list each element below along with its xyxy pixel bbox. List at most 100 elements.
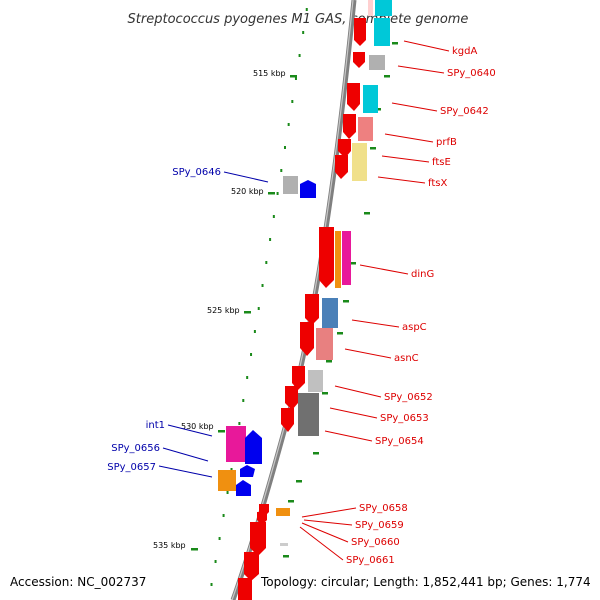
gene-label-spy0653: SPy_0653 [380, 413, 429, 424]
gene-features-left [218, 176, 316, 496]
gene-feature [369, 55, 385, 70]
tick-label-525: 525 kbp [207, 306, 240, 315]
gene-feature [375, 0, 392, 16]
gene-feature [218, 470, 236, 491]
scale-dot [269, 238, 272, 241]
strand-tick [288, 500, 294, 503]
accession-text: Accession: NC_002737 [10, 575, 146, 589]
scale-tick [191, 548, 198, 551]
gene-feature [250, 522, 266, 556]
gene-feature [305, 294, 319, 325]
leader-line [391, 102, 438, 112]
gene-feature [347, 83, 360, 111]
scale-tick [268, 192, 275, 195]
scale-dot [261, 284, 264, 287]
scale-dot [265, 261, 268, 264]
leader-line [301, 522, 349, 543]
gene-feature [236, 480, 251, 496]
scale-dot [222, 514, 225, 517]
gene-feature [338, 139, 351, 158]
scale-dot [283, 146, 286, 149]
scale-dot [246, 376, 249, 379]
gene-feature [363, 85, 378, 113]
leader-line [162, 447, 209, 462]
label-leader-lines [158, 40, 450, 561]
gene-feature [322, 298, 338, 328]
leader-line [381, 155, 430, 163]
gene-label-spy0652: SPy_0652 [384, 392, 433, 403]
strand-tick [313, 452, 319, 455]
leader-line [344, 348, 392, 359]
gene-feature [374, 18, 390, 46]
gene-feature [335, 231, 341, 288]
gene-label-spy0657: SPy_0657 [107, 462, 156, 473]
scale-dot [276, 192, 279, 195]
tick-label-520: 520 kbp [231, 187, 264, 196]
scale-dot [242, 399, 245, 402]
gene-feature [244, 552, 259, 581]
scale-dot [298, 54, 301, 57]
gene-features-right [238, 0, 392, 600]
scale-dot [226, 491, 229, 494]
gene-feature [319, 227, 334, 288]
strand-tick [392, 42, 398, 45]
scale-dots [210, 8, 308, 586]
leader-line [351, 319, 400, 328]
gene-feature [342, 231, 351, 285]
gene-label-aspc: aspC [402, 322, 427, 333]
gene-feature [257, 512, 267, 525]
leader-line [301, 507, 357, 518]
gene-feature [300, 180, 316, 198]
scale-dot [280, 169, 283, 172]
gene-feature [276, 508, 290, 516]
leader-line [299, 526, 344, 561]
leader-line [334, 385, 382, 398]
gene-feature [283, 176, 298, 194]
gene-feature [240, 465, 255, 477]
strand-tick [337, 332, 343, 335]
gene-label-spy0661: SPy_0661 [346, 555, 395, 566]
strand-tick [296, 480, 302, 483]
gene-label-spy0656: SPy_0656 [111, 443, 160, 454]
gene-feature [238, 578, 252, 600]
scale-dot [230, 468, 233, 471]
scale-dot [291, 100, 294, 103]
leader-line [384, 133, 434, 143]
scale-tick [290, 75, 297, 78]
gene-feature [368, 0, 373, 16]
gene-feature [352, 143, 367, 181]
leader-line [329, 407, 378, 419]
gene-feature [280, 543, 288, 546]
gene-label-ftse: ftsE [432, 157, 451, 168]
scale-dot [253, 330, 256, 333]
gene-label-ding: dinG [411, 269, 434, 280]
scale-dot [250, 353, 253, 356]
gene-label-ftsx: ftsX [428, 178, 447, 189]
gene-feature [316, 328, 333, 360]
strand-tick [364, 212, 370, 215]
leader-line [377, 176, 426, 184]
gene-feature [335, 155, 348, 179]
gene-label-spy0660: SPy_0660 [351, 537, 400, 548]
gene-label-kgda: kgdA [452, 46, 477, 57]
gene-feature [358, 117, 373, 141]
gene-feature [300, 322, 314, 356]
leader-line [359, 264, 409, 275]
leader-line [158, 465, 213, 478]
scale-dot [218, 537, 221, 540]
tick-label-530: 530 kbp [181, 422, 214, 431]
topology-text: Topology: circular; Length: 1,852,441 bp… [260, 575, 591, 589]
gene-label-spy0642: SPy_0642 [440, 106, 489, 117]
genome-title: Streptococcus pyogenes M1 GAS, complete … [128, 12, 469, 27]
scale-dot [294, 77, 297, 80]
gene-labels-right: kgdA SPy_0640 SPy_0642 prfB ftsE ftsX di… [346, 46, 496, 566]
leader-line [167, 424, 213, 437]
gene-feature [281, 408, 294, 432]
gene-feature [343, 114, 356, 139]
gene-label-prfb: prfB [436, 137, 457, 148]
gene-label-spy0654: SPy_0654 [375, 436, 424, 447]
tick-label-535: 535 kbp [153, 541, 186, 550]
strand-tick [326, 360, 332, 363]
gene-label-spy0640: SPy_0640 [447, 68, 496, 79]
